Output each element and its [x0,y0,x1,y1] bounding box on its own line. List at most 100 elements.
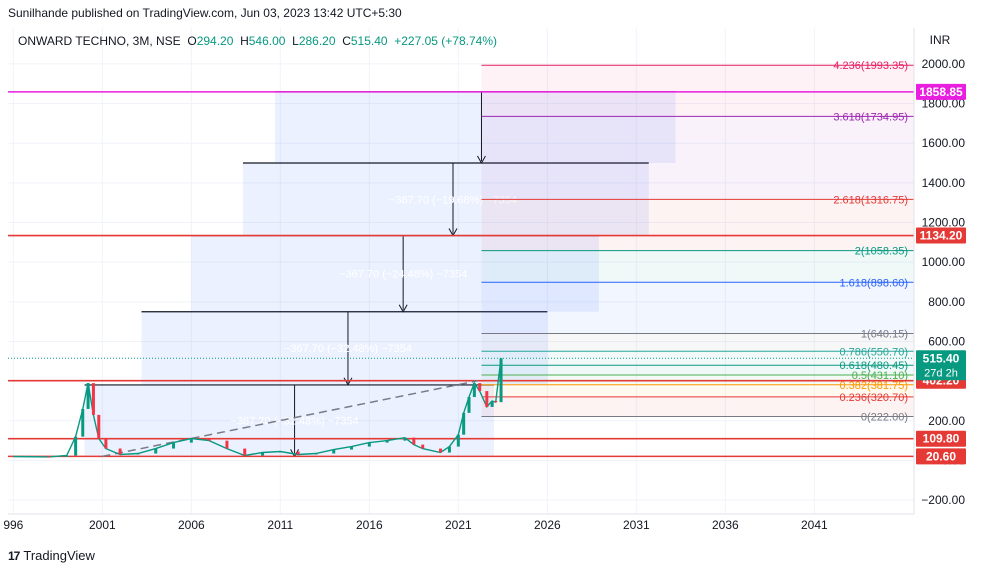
symbol-name: ONWARD TECHNO, 3M, NSE [18,34,181,48]
candle [499,358,503,403]
fib-band [481,365,914,375]
fib-band [481,199,914,251]
symbol-legend: ONWARD TECHNO, 3M, NSE O294.20 H546.00 L… [18,34,497,48]
bar-countdown: 27d 2h [924,367,958,379]
y-tick-label: 1800.00 [922,97,966,111]
open-value: 294.20 [196,34,234,48]
candle [439,448,443,453]
candle [207,438,211,441]
y-tick-label: 1200.00 [922,216,966,230]
low-label: L [292,34,299,48]
fib-level-label: 1.618(898.60) [840,277,909,289]
candle [456,434,460,447]
projection-label: −367.70 (−19.68%) −7354 [389,194,517,206]
fib-level-label: 0.618(480.45) [840,360,909,372]
candle [118,448,122,455]
fib-level-label: 0.786(550.70) [840,346,909,358]
x-tick-label: 996 [3,518,23,532]
candle [154,448,158,454]
candle [172,442,176,449]
axes: INR 2000.00 1800.00 1600.00 1400.00 1200.00 10… [3,28,966,532]
price-badge-bg [916,448,966,465]
y-tick-label: 800.00 [928,295,965,309]
x-tick-label: 2001 [89,518,116,532]
candle [403,437,407,441]
candle [350,446,354,450]
candle [447,446,451,453]
price-series [8,357,914,458]
candle [74,436,78,456]
plot-area [8,28,914,514]
candle [385,440,389,443]
price-badge: 109.80 [923,432,960,446]
candle [81,408,85,437]
fib-level-label: 0.236(320.70) [840,392,909,404]
candle [243,448,247,456]
fib-level-label: 0.382(381.75) [840,380,909,392]
x-tick-label: 2041 [801,518,828,532]
candle [421,444,425,449]
x-tick-label: 2031 [623,518,650,532]
trendline[interactable] [102,379,479,458]
open-label: O [187,34,197,48]
candle [412,437,416,445]
price-badge-bg [916,227,966,244]
projection-box [191,235,599,312]
candle [261,452,265,456]
fib-band [481,333,914,352]
fib-band [481,384,914,397]
close-label: C [342,34,351,48]
fib-band [481,351,914,366]
candle [65,455,69,457]
low-value: 286.20 [298,34,336,48]
last-price-badge-bg [916,350,966,381]
price-badge-bg [916,430,966,447]
price-badge: 1858.85 [919,85,963,99]
candle [467,397,471,413]
candle [490,400,494,407]
fib-extension[interactable]: 4.236(1993.35) 3.618(1734.95) 2.618(1316.7… [481,60,914,423]
projection-box [141,311,548,385]
fib-level-label: 2.618(1316.75) [833,194,908,206]
y-tick-label: 200.00 [928,414,965,428]
candle [47,456,51,458]
projection-label: −367.70 (−32.48%) −7354 [284,343,412,355]
candle [91,383,95,415]
y-tick-label: 600.00 [928,334,965,348]
candle [472,383,476,398]
arrow-head-icon [398,304,408,313]
candle [296,451,300,455]
x-tick-label: 2011 [267,518,293,532]
tradingview-logo-icon: 17 [8,548,20,563]
y-tick-label: 1600.00 [922,136,966,150]
candle [462,412,466,435]
y-tick-label: 1400.00 [922,176,966,190]
fib-band [481,396,914,417]
projection-label: −367.70 (−24.48%) −7354 [339,269,467,281]
projection-box [274,91,676,164]
x-tick-label: 2036 [712,518,739,532]
high-value: 546.00 [248,34,286,48]
change-value: +227.05 (+78.74%) [394,34,497,48]
price-badge-bg [916,83,966,100]
trendline-dashed [102,379,479,458]
y-tick-label: −200.00 [921,493,965,507]
y-tick-label: 1000.00 [922,255,966,269]
price-badge: 20.60 [926,449,956,463]
fib-band [481,374,914,385]
horizontal-levels[interactable] [8,91,914,458]
close-value: 515.40 [350,34,388,48]
footer-brand: TradingView [23,548,95,563]
projection-box [84,384,494,457]
x-tick-label: 2016 [356,518,383,532]
fib-band [481,282,914,334]
candle [278,451,282,453]
fib-band [481,65,914,117]
fib-level-label: 3.618(1734.95) [833,111,908,123]
x-tick-label: 2021 [445,518,472,532]
fib-level-label: 4.236(1993.35) [833,60,908,72]
candle [97,414,101,439]
candle [189,438,193,443]
last-price-badge: 515.40 [923,351,960,365]
